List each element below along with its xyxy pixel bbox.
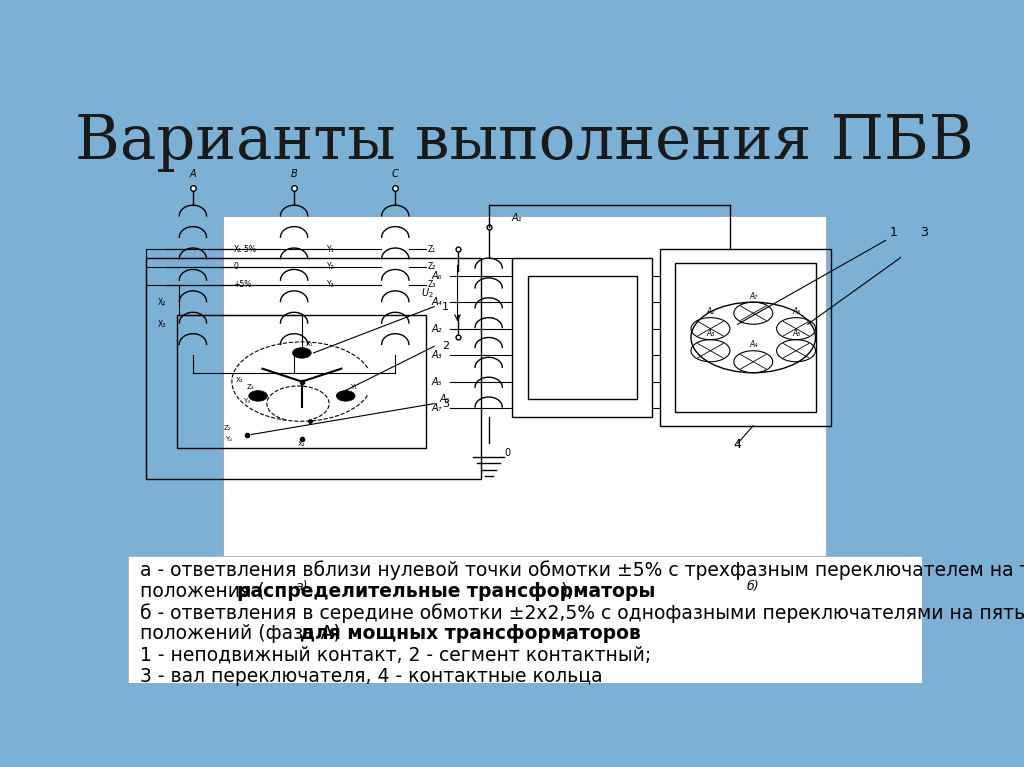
Text: б - ответвления в середине обмотки ±2х2,5% с однофазными переключателями на пять: б - ответвления в середине обмотки ±2х2,… (140, 603, 1024, 623)
Text: Y₃: Y₃ (327, 280, 335, 289)
Text: A₅: A₅ (439, 394, 450, 404)
Bar (676, 262, 815, 413)
Text: распределительные трансформаторы: распределительные трансформаторы (237, 581, 655, 601)
Text: ;: ; (564, 624, 570, 644)
Text: Z₁: Z₁ (428, 245, 436, 254)
Circle shape (249, 390, 267, 401)
Text: 0: 0 (504, 448, 510, 458)
Text: для мощных трансформаторов: для мощных трансформаторов (300, 624, 641, 644)
Text: 1: 1 (890, 226, 897, 239)
Text: положений (фаза А): положений (фаза А) (140, 624, 347, 644)
Text: 3: 3 (921, 226, 929, 239)
Text: X₃: X₃ (236, 377, 244, 383)
Text: а): а) (296, 581, 308, 594)
Text: B: B (291, 169, 297, 179)
Text: ),: ), (561, 581, 574, 601)
Bar (527, 276, 637, 400)
Circle shape (293, 347, 311, 358)
Text: 1 - неподвижный контакт, 2 - сегмент контактный;: 1 - неподвижный контакт, 2 - сегмент кон… (140, 645, 651, 664)
Text: A₄: A₄ (750, 341, 758, 350)
Text: +5%: +5% (233, 280, 252, 289)
FancyBboxPatch shape (223, 216, 826, 555)
Text: X₂: X₂ (158, 298, 166, 307)
Text: 1: 1 (442, 301, 449, 311)
Text: A₂: A₂ (431, 324, 442, 334)
Bar (512, 258, 652, 417)
Text: 3 - вал переключателя, 4 - контактные кольца: 3 - вал переключателя, 4 - контактные ко… (140, 667, 602, 686)
Text: Y₁: Y₁ (349, 384, 356, 390)
Text: C: C (392, 169, 398, 179)
Text: а - ответвления вблизи нулевой точки обмотки ±5% с трехфазным переключателем на : а - ответвления вблизи нулевой точки обм… (140, 561, 1024, 580)
Text: A: A (189, 169, 197, 179)
Text: X₁-5%: X₁-5% (233, 245, 256, 254)
Text: положения (: положения ( (140, 581, 264, 601)
Text: Z₃: Z₃ (247, 384, 254, 390)
Circle shape (336, 390, 355, 401)
FancyBboxPatch shape (128, 555, 922, 683)
Text: X₁: X₁ (306, 341, 313, 347)
Text: A₁: A₁ (512, 212, 522, 223)
Text: A₅: A₅ (792, 329, 800, 338)
Text: A₅: A₅ (431, 377, 442, 387)
Text: X₃: X₃ (158, 320, 166, 329)
Bar (146, 258, 481, 479)
Text: A₄: A₄ (431, 297, 442, 308)
Bar (659, 249, 831, 426)
Text: Y₁: Y₁ (327, 245, 335, 254)
Text: 0: 0 (233, 262, 239, 272)
Text: A₇: A₇ (431, 403, 442, 413)
Text: Z₂: Z₂ (428, 262, 436, 272)
Text: 4: 4 (734, 438, 741, 451)
Text: A₆: A₆ (792, 308, 800, 316)
Text: Варианты выполнения ПБВ: Варианты выполнения ПБВ (76, 112, 974, 173)
Text: A₃: A₃ (707, 329, 715, 338)
Text: б): б) (746, 581, 760, 594)
Text: $U_2$: $U_2$ (422, 287, 434, 300)
Text: Z₃: Z₃ (428, 280, 436, 289)
Text: A₂: A₂ (707, 308, 715, 316)
Text: A₃: A₃ (431, 350, 442, 360)
Text: A₇: A₇ (750, 292, 758, 301)
Text: 3: 3 (442, 399, 449, 409)
Bar (177, 315, 426, 448)
Text: Y₂: Y₂ (327, 262, 335, 272)
Text: 2: 2 (442, 341, 450, 351)
Text: Y₃: Y₃ (244, 397, 250, 403)
Text: Y₂: Y₂ (224, 436, 231, 442)
Text: A₆: A₆ (431, 271, 442, 281)
Text: Z₂: Z₂ (224, 425, 231, 431)
Text: X₂: X₂ (298, 440, 306, 446)
